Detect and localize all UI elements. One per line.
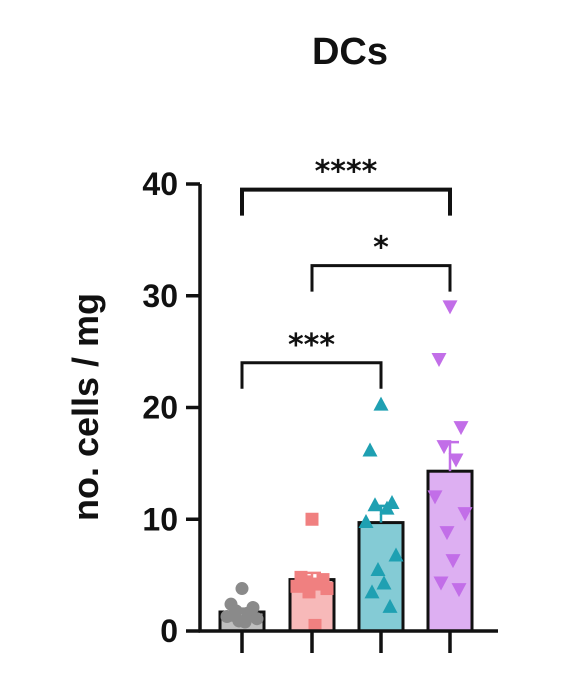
data-point-3-2 bbox=[362, 442, 378, 457]
data-point-4-2 bbox=[431, 352, 447, 367]
data-point-3-11 bbox=[382, 598, 398, 613]
significance-label-2: * bbox=[373, 231, 389, 266]
data-point-1-10 bbox=[226, 608, 240, 622]
data-point-4-9 bbox=[445, 554, 461, 569]
data-point-3-4 bbox=[367, 497, 383, 512]
data-point-2-1 bbox=[305, 512, 319, 526]
significance-bracket-2 bbox=[310, 264, 452, 292]
data-point-3-9 bbox=[376, 575, 392, 590]
y-tick-label-40: 40 bbox=[142, 166, 178, 202]
data-point-3-6 bbox=[358, 513, 374, 528]
axes: 0 10 20 30 40 bbox=[142, 166, 498, 653]
data-point-4-3 bbox=[453, 421, 469, 436]
y-tick-label-20: 20 bbox=[142, 390, 178, 426]
data-point-2-7 bbox=[320, 582, 334, 596]
significance-bracket-3 bbox=[240, 361, 383, 389]
data-point-4-6 bbox=[427, 490, 443, 505]
significance-label-1: **** bbox=[315, 155, 378, 190]
y-axis-label: no. cells / mg bbox=[65, 293, 106, 521]
y-tick-label-30: 30 bbox=[142, 278, 178, 314]
significance-bracket-1 bbox=[240, 187, 452, 216]
significance-brackets: ******** bbox=[240, 155, 452, 389]
data-point-4-7 bbox=[457, 507, 473, 522]
data-point-4-1 bbox=[442, 300, 458, 315]
data-point-2-8 bbox=[302, 585, 316, 599]
chart-title: DCs bbox=[312, 31, 388, 73]
bar-3 bbox=[357, 521, 405, 633]
data-point-1-1 bbox=[235, 582, 249, 596]
data-point-2-9 bbox=[308, 618, 322, 632]
data-point-4-10 bbox=[433, 576, 449, 591]
data-points-layer bbox=[220, 300, 473, 632]
data-point-1-9 bbox=[238, 615, 252, 629]
error-bars-layer bbox=[233, 440, 459, 613]
y-tick-label-0: 0 bbox=[160, 613, 178, 649]
data-point-3-10 bbox=[364, 584, 380, 599]
data-point-2-6 bbox=[290, 579, 304, 593]
data-point-3-5 bbox=[379, 500, 395, 515]
data-point-4-5 bbox=[448, 453, 464, 468]
data-point-4-11 bbox=[451, 583, 467, 598]
data-point-3-7 bbox=[388, 547, 404, 562]
data-point-3-8 bbox=[370, 562, 386, 577]
y-tick-label-10: 10 bbox=[142, 501, 178, 537]
data-point-3-1 bbox=[373, 396, 389, 411]
data-point-4-4 bbox=[436, 440, 452, 455]
data-point-4-8 bbox=[439, 526, 455, 541]
significance-label-3: *** bbox=[288, 328, 335, 363]
data-point-1-7 bbox=[250, 612, 264, 626]
